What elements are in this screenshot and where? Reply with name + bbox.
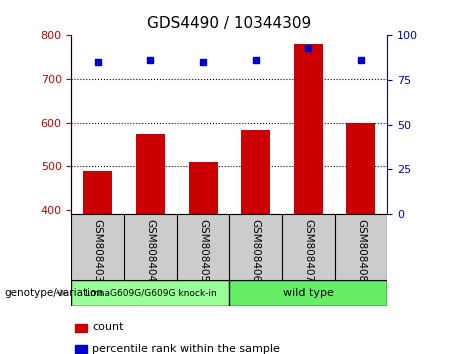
Text: GSM808405: GSM808405 bbox=[198, 219, 208, 282]
Text: wild type: wild type bbox=[283, 288, 334, 298]
Bar bbox=[189, 162, 218, 214]
Text: percentile rank within the sample: percentile rank within the sample bbox=[93, 343, 280, 354]
Bar bbox=[75, 324, 87, 332]
Title: GDS4490 / 10344309: GDS4490 / 10344309 bbox=[147, 16, 312, 32]
Text: GSM808408: GSM808408 bbox=[356, 219, 366, 282]
Bar bbox=[241, 130, 270, 214]
Point bbox=[147, 58, 154, 63]
Point bbox=[357, 58, 365, 63]
Bar bbox=[75, 345, 87, 353]
Text: GSM808403: GSM808403 bbox=[93, 219, 103, 282]
Bar bbox=[347, 122, 375, 214]
Bar bbox=[294, 44, 323, 214]
Bar bbox=[71, 280, 230, 306]
Bar bbox=[83, 171, 112, 214]
Point bbox=[199, 59, 207, 65]
Point bbox=[305, 45, 312, 51]
Text: LmnaG609G/G609G knock-in: LmnaG609G/G609G knock-in bbox=[84, 289, 216, 297]
Text: count: count bbox=[93, 322, 124, 332]
Text: GSM808404: GSM808404 bbox=[145, 219, 155, 282]
Text: GSM808406: GSM808406 bbox=[251, 219, 260, 282]
Point bbox=[94, 59, 101, 65]
Point bbox=[252, 58, 260, 63]
Bar bbox=[230, 280, 387, 306]
Text: genotype/variation: genotype/variation bbox=[5, 288, 104, 298]
Bar bbox=[136, 133, 165, 214]
Text: GSM808407: GSM808407 bbox=[303, 219, 313, 282]
